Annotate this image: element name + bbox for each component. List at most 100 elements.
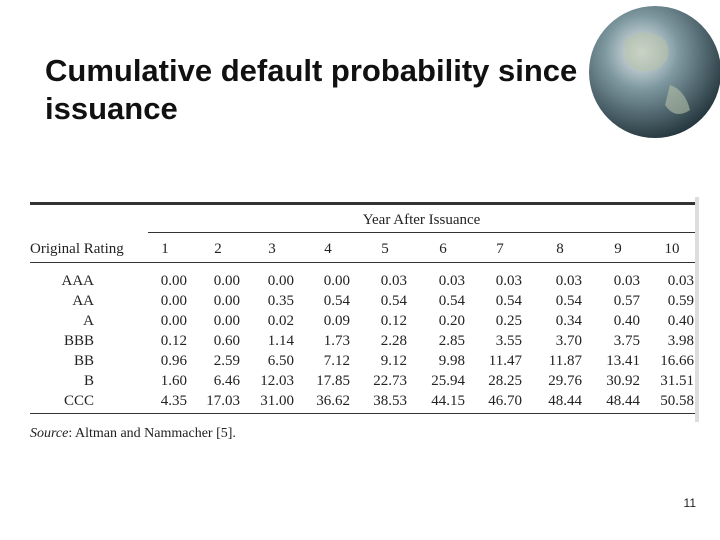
cell: 1.14 (267, 333, 294, 349)
cell: 1.60 (160, 373, 187, 389)
rating: A (83, 313, 94, 329)
cell: 0.25 (495, 313, 522, 329)
cell: 12.03 (260, 373, 294, 389)
header-rule (30, 262, 695, 263)
cell: 0.03 (380, 273, 407, 289)
cell: 2.28 (380, 333, 407, 349)
cell: 0.00 (160, 293, 187, 309)
cell: 0.02 (267, 313, 294, 329)
cell: 13.41 (606, 353, 640, 369)
cell: 31.51 (660, 373, 694, 389)
cell: 16.66 (660, 353, 694, 369)
source: Source: Altman and Nammacher [5]. (30, 425, 236, 443)
cell: 0.09 (323, 313, 350, 329)
cell: 0.03 (667, 273, 694, 289)
cell: 22.73 (373, 373, 407, 389)
cell: 0.00 (160, 313, 187, 329)
table-shadow (695, 197, 699, 422)
rating: CCC (63, 393, 94, 409)
cell: 0.00 (213, 313, 240, 329)
cell: 0.60 (213, 333, 240, 349)
cell: 0.57 (613, 293, 640, 309)
cell: 0.00 (323, 273, 350, 289)
cell: 0.40 (613, 313, 640, 329)
cell: 25.94 (431, 373, 465, 389)
cell: 9.12 (380, 353, 407, 369)
cell: 31.00 (260, 393, 294, 409)
slide-title: Cumulative default probability since iss… (45, 53, 578, 126)
rating: B (83, 373, 94, 389)
source-label: Source (30, 426, 69, 441)
cell: 0.00 (213, 273, 240, 289)
cell: 0.54 (323, 293, 350, 309)
cell: 3.70 (555, 333, 582, 349)
column-header: 2 (214, 241, 222, 257)
cell: 50.58 (660, 393, 694, 409)
row-header: Original Rating (30, 241, 124, 257)
cell: 0.54 (380, 293, 407, 309)
cell: 0.03 (613, 273, 640, 289)
cell: 0.00 (267, 273, 294, 289)
cell: 17.03 (206, 393, 240, 409)
cell: 0.96 (160, 353, 187, 369)
cell: 48.44 (548, 393, 582, 409)
cell: 0.54 (495, 293, 522, 309)
table-top-rule (30, 202, 695, 205)
cell: 0.03 (555, 273, 582, 289)
cell: 0.03 (438, 273, 465, 289)
rating: BBB (63, 333, 94, 349)
cell: 6.46 (213, 373, 240, 389)
column-header: 10 (664, 241, 680, 257)
column-header: 6 (439, 241, 447, 257)
cell: 30.92 (606, 373, 640, 389)
cell: 0.12 (160, 333, 187, 349)
rating: AAA (61, 273, 95, 289)
column-header: 4 (324, 241, 332, 257)
source-text: : Altman and Nammacher [5]. (68, 426, 236, 441)
table-bottom-rule (30, 413, 695, 414)
cell: 28.25 (488, 373, 522, 389)
cell: 0.03 (495, 273, 522, 289)
cell: 1.73 (323, 333, 350, 349)
cell: 6.50 (267, 353, 294, 369)
cell: 46.70 (488, 393, 522, 409)
cell: 29.76 (548, 373, 582, 389)
cell: 3.55 (495, 333, 522, 349)
cell: 0.59 (667, 293, 694, 309)
cell: 11.87 (548, 353, 582, 369)
cell: 44.15 (431, 393, 465, 409)
cell: 0.20 (438, 313, 465, 329)
cell: 3.98 (667, 333, 694, 349)
column-header: 9 (614, 241, 622, 257)
cell: 36.62 (316, 393, 350, 409)
cell: 11.47 (488, 353, 522, 369)
cell: 3.75 (613, 333, 640, 349)
group-header: Year After Issuance (362, 212, 481, 228)
cell: 9.98 (438, 353, 465, 369)
cell: 0.35 (267, 293, 294, 309)
cell: 0.40 (667, 313, 694, 329)
rating: BB (73, 353, 94, 369)
cell: 2.59 (213, 353, 240, 369)
cell: 0.34 (555, 313, 582, 329)
cell: 17.85 (316, 373, 350, 389)
cell: 0.00 (213, 293, 240, 309)
cell: 48.44 (606, 393, 640, 409)
column-header: 1 (161, 241, 169, 257)
page-number: 11 (683, 496, 696, 510)
cell: 7.12 (323, 353, 350, 369)
cell: 4.35 (160, 393, 187, 409)
cell: 0.54 (438, 293, 465, 309)
group-rule (148, 232, 695, 233)
cell: 0.54 (555, 293, 582, 309)
cell: 38.53 (373, 393, 407, 409)
column-header: 5 (381, 241, 389, 257)
column-header: 3 (268, 241, 276, 257)
cell: 2.85 (438, 333, 465, 349)
column-header: 7 (496, 241, 504, 257)
cell: 0.12 (380, 313, 407, 329)
column-header: 8 (556, 241, 564, 257)
cell: 0.00 (160, 273, 187, 289)
globe (589, 6, 720, 138)
